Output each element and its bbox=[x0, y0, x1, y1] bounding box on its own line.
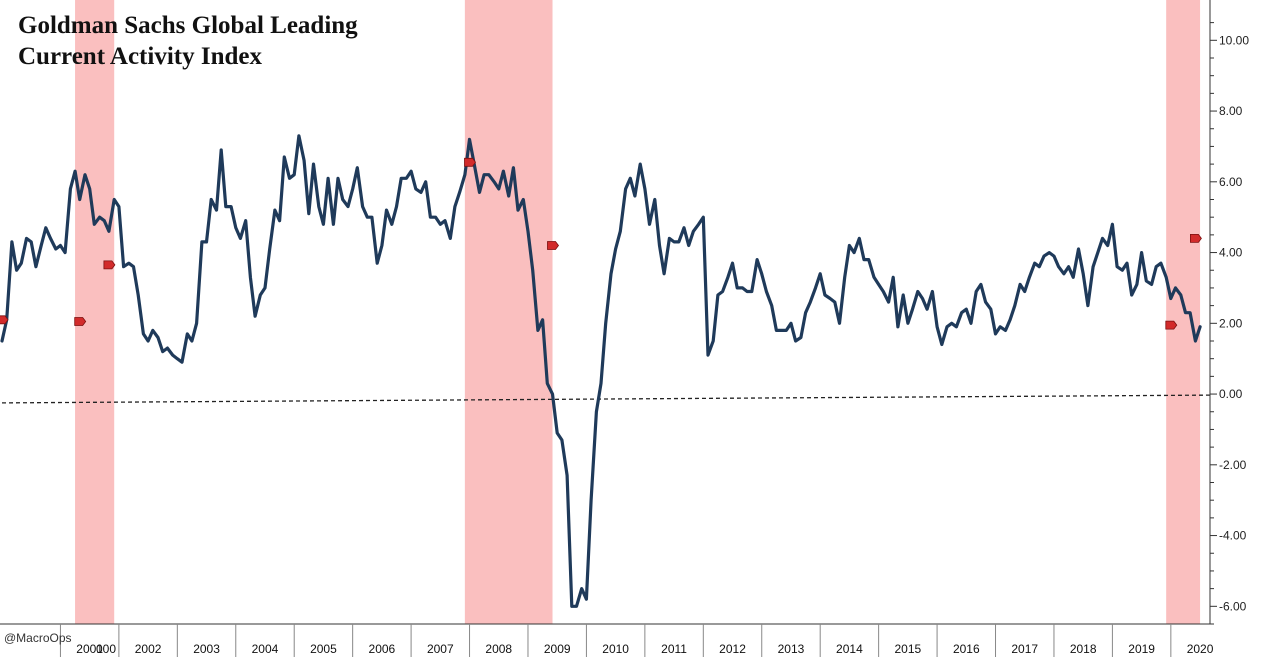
y-axis: 10.00 8.00 6.00 4.00 2.00 0.00 -2.00 -4.00 -6.00 bbox=[1209, 0, 1249, 625]
x-tick-label: 2013 bbox=[778, 642, 805, 656]
x-tick-label: 2020 bbox=[1187, 642, 1214, 656]
y-tick-label: 4.00 bbox=[1219, 246, 1243, 260]
signal-marker-5 bbox=[547, 241, 559, 250]
x-tick-label: 2019 bbox=[1128, 642, 1155, 656]
x-tick-label: 2005 bbox=[310, 642, 337, 656]
series-line bbox=[0, 134, 1202, 608]
y-tick-label: 6.00 bbox=[1219, 175, 1243, 189]
x-tick-label: 2011 bbox=[661, 642, 687, 656]
x-tick-label: 2001 bbox=[76, 642, 103, 656]
x-tick-label: 2017 bbox=[1011, 642, 1038, 656]
signal-marker-6 bbox=[1165, 320, 1178, 330]
signal-marker-7 bbox=[1190, 233, 1202, 243]
y-tick-label: 8.00 bbox=[1219, 104, 1243, 118]
chart-title-line-1: Goldman Sachs Global Leading bbox=[18, 12, 358, 39]
x-tick-label: 2018 bbox=[1070, 642, 1097, 656]
y-tick-label: 10.00 bbox=[1219, 33, 1249, 47]
signal-marker-4 bbox=[464, 157, 476, 167]
y-tick-label: 0.00 bbox=[1219, 387, 1243, 401]
x-tick-label: 2002 bbox=[135, 642, 162, 656]
signal-markers bbox=[0, 157, 1202, 330]
y-tick-label: -2.00 bbox=[1219, 458, 1247, 472]
x-tick-label: 2010 bbox=[602, 642, 629, 656]
x-tick-label: 2015 bbox=[895, 642, 922, 656]
chart-title-line-2: Current Activity Index bbox=[18, 43, 262, 70]
x-tick-label: 2009 bbox=[544, 642, 571, 656]
credit-label: @MacroOps bbox=[4, 631, 72, 645]
x-tick-label: 2008 bbox=[485, 642, 512, 656]
y-tick-label: -4.00 bbox=[1219, 529, 1247, 543]
x-tick-label: 2012 bbox=[719, 642, 746, 656]
x-tick-label: 2007 bbox=[427, 642, 454, 656]
x-tick-label: 000 bbox=[96, 642, 116, 656]
zero-reference-line bbox=[1, 394, 1211, 404]
signal-marker-3 bbox=[103, 260, 116, 270]
recession-band-3 bbox=[1166, 0, 1201, 624]
x-tick-label: 2004 bbox=[252, 642, 279, 656]
x-tick-label: 2014 bbox=[836, 642, 863, 656]
x-tick-label: 2006 bbox=[369, 642, 396, 656]
recession-band-1 bbox=[75, 0, 115, 624]
recession-band-2 bbox=[464, 0, 553, 624]
y-tick-label: 2.00 bbox=[1219, 316, 1243, 330]
x-tick-label: 2016 bbox=[953, 642, 980, 656]
recession-shading bbox=[75, 0, 1201, 624]
signal-marker-2 bbox=[74, 317, 87, 326]
x-tick-label: 2003 bbox=[193, 642, 220, 656]
y-tick-label: -6.00 bbox=[1219, 599, 1247, 613]
signal-marker-1 bbox=[0, 315, 9, 325]
